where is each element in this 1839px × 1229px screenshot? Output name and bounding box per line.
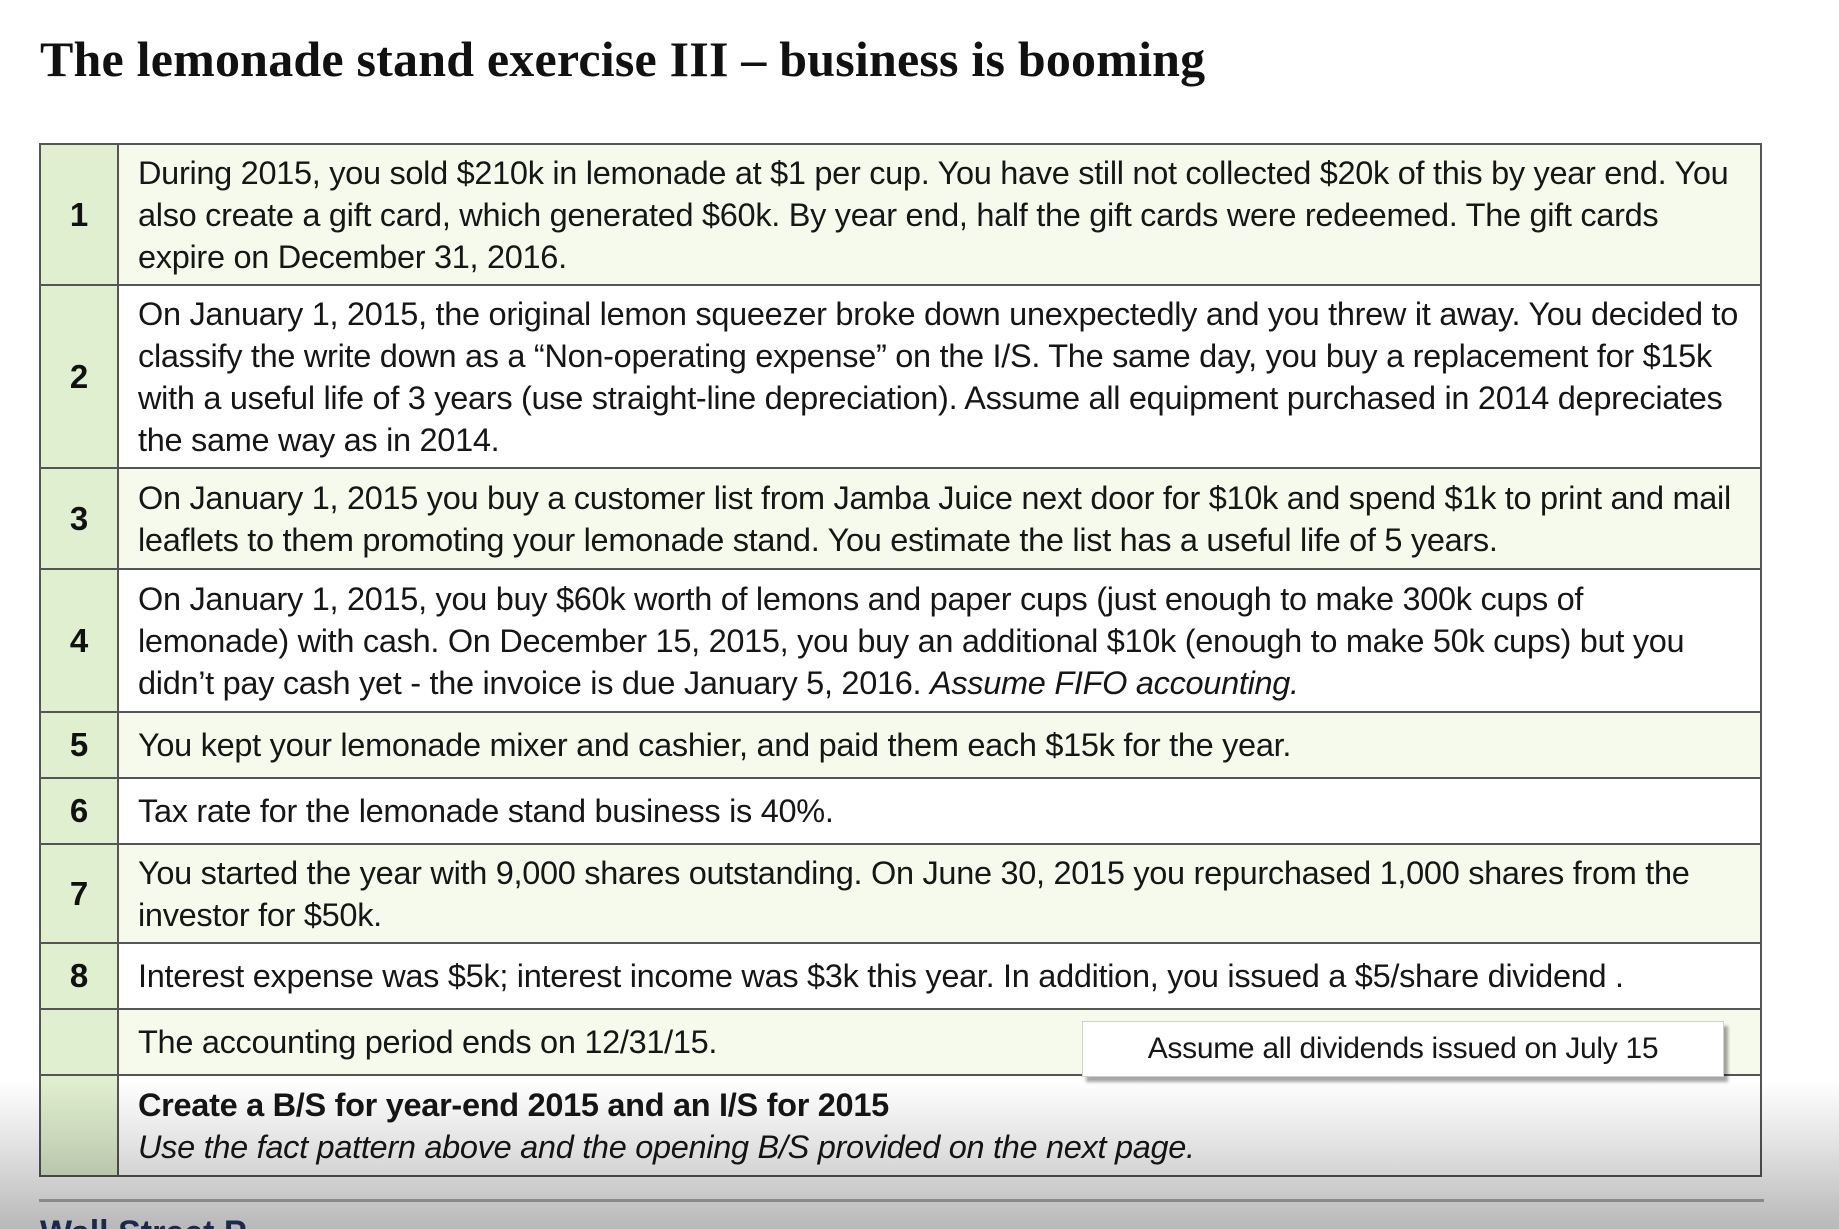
- final-instruction-note: Use the fact pattern above and the openi…: [138, 1128, 1195, 1165]
- table-row: 6 Tax rate for the lemonade stand busine…: [39, 777, 1762, 845]
- table-row: 5 You kept your lemonade mixer and cashi…: [39, 711, 1762, 779]
- final-instruction-title: Create a B/S for year-end 2015 and an I/…: [138, 1086, 889, 1123]
- row-text: During 2015, you sold $210k in lemonade …: [117, 143, 1762, 286]
- final-instructions: Create a B/S for year-end 2015 and an I/…: [117, 1074, 1762, 1177]
- row-number: 5: [39, 711, 119, 779]
- row-text: You kept your lemonade mixer and cashier…: [117, 711, 1762, 779]
- footer-divider: [39, 1199, 1764, 1202]
- row-text: On January 1, 2015, the original lemon s…: [117, 284, 1762, 469]
- row-text-italic: Assume FIFO accounting.: [929, 664, 1299, 701]
- row-text: On January 1, 2015, you buy $60k worth o…: [117, 568, 1762, 713]
- row-number: 3: [39, 467, 119, 570]
- table-row: 4 On January 1, 2015, you buy $60k worth…: [39, 568, 1762, 713]
- table-row: 7 You started the year with 9,000 shares…: [39, 843, 1762, 944]
- row-number: 8: [39, 942, 119, 1010]
- table-row: 3 On January 1, 2015 you buy a customer …: [39, 467, 1762, 570]
- row-number: 2: [39, 284, 119, 469]
- page-title: The lemonade stand exercise III – busine…: [40, 31, 1206, 87]
- row-number: 7: [39, 843, 119, 944]
- table-row: 1 During 2015, you sold $210k in lemonad…: [39, 143, 1762, 286]
- table-row: 2 On January 1, 2015, the original lemon…: [39, 284, 1762, 469]
- row-text-main: On January 1, 2015, you buy $60k worth o…: [138, 580, 1685, 701]
- table-row-final: Create a B/S for year-end 2015 and an I/…: [39, 1074, 1762, 1177]
- row-text: Tax rate for the lemonade stand business…: [117, 777, 1762, 845]
- row-number-empty: [39, 1074, 119, 1177]
- row-text: Interest expense was $5k; interest incom…: [117, 942, 1762, 1010]
- exercise-table: 1 During 2015, you sold $210k in lemonad…: [39, 143, 1762, 1177]
- row-number: 6: [39, 777, 119, 845]
- footer-logo: Wall Street P: [40, 1216, 247, 1229]
- row-text: You started the year with 9,000 shares o…: [117, 843, 1762, 944]
- dividend-note-callout: Assume all dividends issued on July 15: [1082, 1021, 1724, 1077]
- row-text: On January 1, 2015 you buy a customer li…: [117, 467, 1762, 570]
- row-number: 1: [39, 143, 119, 286]
- table-row: 8 Interest expense was $5k; interest inc…: [39, 942, 1762, 1010]
- row-number: [39, 1008, 119, 1076]
- row-number: 4: [39, 568, 119, 713]
